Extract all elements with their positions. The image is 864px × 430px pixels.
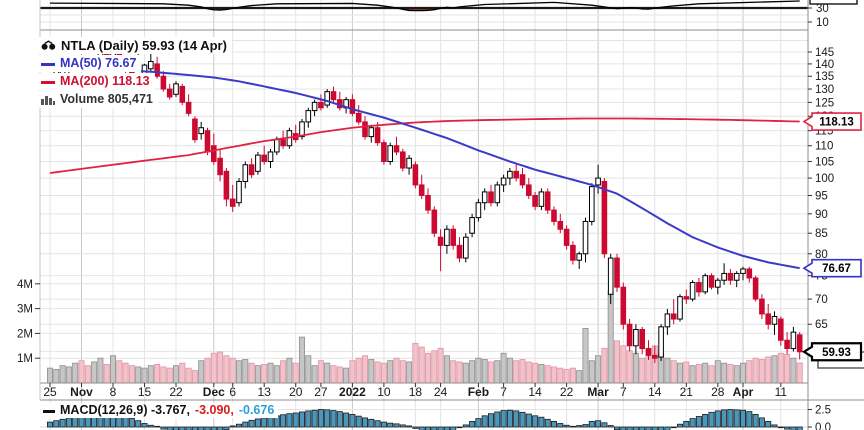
svg-text:13: 13	[258, 385, 272, 399]
svg-text:10: 10	[377, 385, 391, 399]
svg-text:70: 70	[815, 294, 828, 306]
svg-text:27: 27	[314, 385, 328, 399]
svg-text:90: 90	[815, 209, 828, 221]
svg-text:10: 10	[816, 17, 829, 29]
svg-text:28: 28	[711, 385, 725, 399]
svg-text:59.93: 59.93	[822, 347, 851, 359]
inspect-glasses-icon	[41, 40, 56, 50]
ma200-line	[49, 117, 800, 174]
svg-text:15: 15	[138, 385, 152, 399]
legend-ma200-row: MA(200) 118.13	[39, 73, 155, 90]
svg-text:22: 22	[169, 385, 183, 399]
svg-text:2.5: 2.5	[815, 405, 831, 417]
legend-symbol-label: NTLA (Daily) 59.93 (14 Apr)	[61, 38, 227, 53]
panel-borders	[35, 0, 864, 430]
legend-ma50-label: MA(50) 76.67	[60, 56, 137, 70]
volume-bars	[47, 290, 803, 384]
svg-text:21: 21	[680, 385, 694, 399]
svg-text:20: 20	[289, 385, 303, 399]
svg-text:Feb: Feb	[468, 385, 489, 399]
svg-text:125: 125	[815, 97, 834, 109]
macd-hist-label: -0.676	[238, 403, 275, 417]
ma200-line-icon	[41, 80, 55, 84]
svg-text:Nov: Nov	[70, 385, 93, 399]
legend-symbol-row: NTLA (Daily) 59.93 (14 Apr)	[39, 37, 232, 54]
svg-text:105: 105	[815, 157, 834, 169]
macd-histogram	[47, 409, 803, 430]
svg-text:4M: 4M	[17, 279, 33, 291]
volume-bars-icon	[41, 95, 55, 105]
svg-text:Dec: Dec	[203, 385, 225, 399]
svg-text:Mar: Mar	[587, 385, 609, 399]
svg-text:11: 11	[775, 385, 788, 399]
svg-text:140: 140	[815, 59, 834, 71]
macd-line-icon	[43, 409, 55, 413]
svg-text:80: 80	[815, 249, 828, 261]
svg-text:118.13: 118.13	[819, 117, 854, 129]
svg-text:Apr: Apr	[733, 385, 754, 399]
legend-volume-row: Volume 805,471	[39, 91, 158, 108]
rsi-panel	[40, 0, 808, 12]
svg-text:76.67: 76.67	[822, 263, 851, 275]
svg-text:6: 6	[229, 385, 236, 399]
svg-text:7: 7	[500, 385, 507, 399]
legend-ma50-row: MA(50) 76.67	[39, 55, 142, 72]
svg-text:14: 14	[648, 385, 662, 399]
ma50-line-icon	[41, 62, 55, 66]
macd-legend: MACD(12,26,9) -3.767, -3.090, -0.676	[41, 403, 279, 418]
svg-text:14: 14	[528, 385, 542, 399]
svg-text:135: 135	[815, 71, 834, 83]
svg-text:145: 145	[815, 47, 834, 59]
svg-text:30: 30	[816, 3, 829, 15]
legend-ma200-label: MA(200) 118.13	[60, 74, 150, 88]
svg-text:130: 130	[815, 84, 834, 96]
svg-text:85: 85	[815, 228, 828, 240]
svg-text:18: 18	[409, 385, 423, 399]
price-callout-76.67: 76.67	[802, 258, 862, 278]
svg-text:22: 22	[560, 385, 574, 399]
svg-text:0.0: 0.0	[815, 422, 831, 430]
macd-name-label: MACD(12,26,9) -3.767,	[60, 403, 190, 417]
svg-text:1M: 1M	[17, 353, 33, 365]
svg-text:100: 100	[815, 173, 834, 185]
chart-legend: NTLA (Daily) 59.93 (14 Apr) MA(50) 76.67…	[39, 37, 232, 108]
svg-text:3M: 3M	[17, 304, 33, 316]
svg-text:25: 25	[43, 385, 57, 399]
svg-text:95: 95	[815, 190, 828, 202]
svg-text:8: 8	[110, 385, 117, 399]
svg-text:2M: 2M	[17, 328, 33, 340]
macd-signal-label: -3.090,	[194, 403, 234, 417]
ma50-line	[49, 67, 800, 270]
rsi-callout-cut	[809, 0, 858, 5]
price-callout-118.13: 118.13	[802, 112, 862, 131]
svg-text:2022: 2022	[339, 385, 366, 399]
svg-text:7: 7	[620, 385, 627, 399]
legend-volume-label: Volume 805,471	[60, 92, 153, 106]
svg-text:24: 24	[434, 385, 448, 399]
svg-text:110: 110	[815, 141, 833, 153]
svg-text:65: 65	[815, 319, 828, 331]
price-callout-59.93: 59.93	[801, 342, 863, 362]
